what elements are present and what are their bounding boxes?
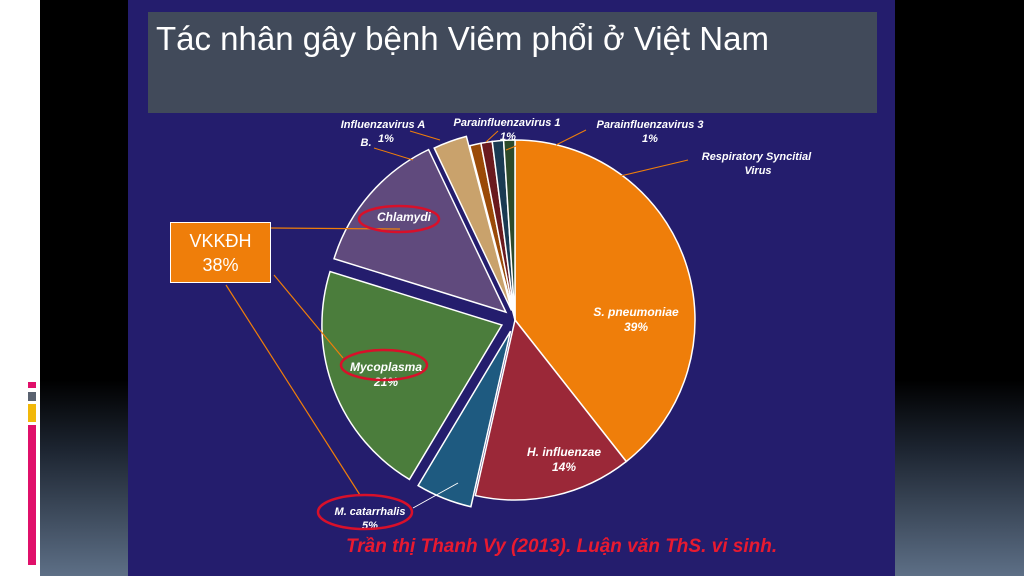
leader-line-vk-chlamydia (270, 227, 401, 230)
callout-line2: 38% (202, 255, 239, 275)
citation-text: Trần thị Thanh Vy (2013). Luận văn ThS. … (346, 536, 778, 557)
value-s-pneumoniae: 39% (624, 320, 648, 334)
vkkdh-callout-box: VKKĐH 38% (170, 222, 271, 283)
value-parainfluenza-1: 1% (500, 131, 516, 143)
label-parainfluenza-3: Parainfluenzavirus 3 (597, 119, 704, 131)
value-mycoplasma: 21% (373, 375, 398, 389)
title-bar: Tác nhân gây bệnh Viêm phổi ở Việt Nam (148, 12, 877, 113)
label-influenza-a: Influenzavirus A (341, 119, 426, 131)
label-h-influenzae: H. influenzae (527, 445, 601, 459)
leader-line-pneumo-top (505, 145, 517, 151)
leader-line-vk-catarrhalis (225, 284, 361, 496)
label-s-pneumoniae: S. pneumoniae (593, 305, 679, 319)
pie-chart: S. pneumoniae 39% H. influenzae 14% Myco… (225, 117, 815, 532)
highlight-ring-mycoplasma (339, 348, 429, 382)
value-influenza-a: 1% (378, 133, 394, 145)
highlight-ring-catarrhalis (316, 493, 414, 531)
pie-slice-h-influenzae (474, 318, 628, 501)
label-parainfluenza-1: Parainfluenzavirus 1 (454, 117, 561, 129)
highlight-ring-chlamydia (357, 204, 441, 234)
callout-line1: VKKĐH (189, 231, 252, 251)
value-h-influenzae: 14% (552, 460, 576, 474)
slide-title: Tác nhân gây bệnh Viêm phổi ở Việt Nam (156, 20, 769, 57)
pie-slice-s-pneumoniae (514, 139, 696, 463)
label-b: B. (361, 137, 372, 149)
leader-line-influenza-a (409, 130, 441, 141)
pie-slice-respiratory-syncitial-virus (502, 139, 516, 321)
leader-line-catarrhalis (412, 482, 459, 509)
pie-slice-unlabeled-2 (417, 330, 512, 508)
label-rsv: Respiratory Syncitial Virus (702, 151, 815, 177)
leader-line-b (373, 147, 414, 161)
leader-line-vk-mycoplasma (273, 274, 344, 359)
label-m-catarrhalis: M. catarrhalis (335, 506, 406, 518)
label-mycoplasma: Mycoplasma (350, 360, 422, 374)
slide: Tác nhân gây bệnh Viêm phổi ở Việt Nam S… (128, 0, 895, 576)
leader-line-parainfluenza-3 (555, 129, 587, 146)
value-parainfluenza-3: 1% (642, 133, 658, 145)
label-chlamydia: Chlamydi (377, 210, 432, 224)
pie-slice-b (433, 135, 513, 311)
leader-line-parainfluenza-1 (485, 130, 499, 143)
leader-line-rsv (611, 159, 689, 179)
